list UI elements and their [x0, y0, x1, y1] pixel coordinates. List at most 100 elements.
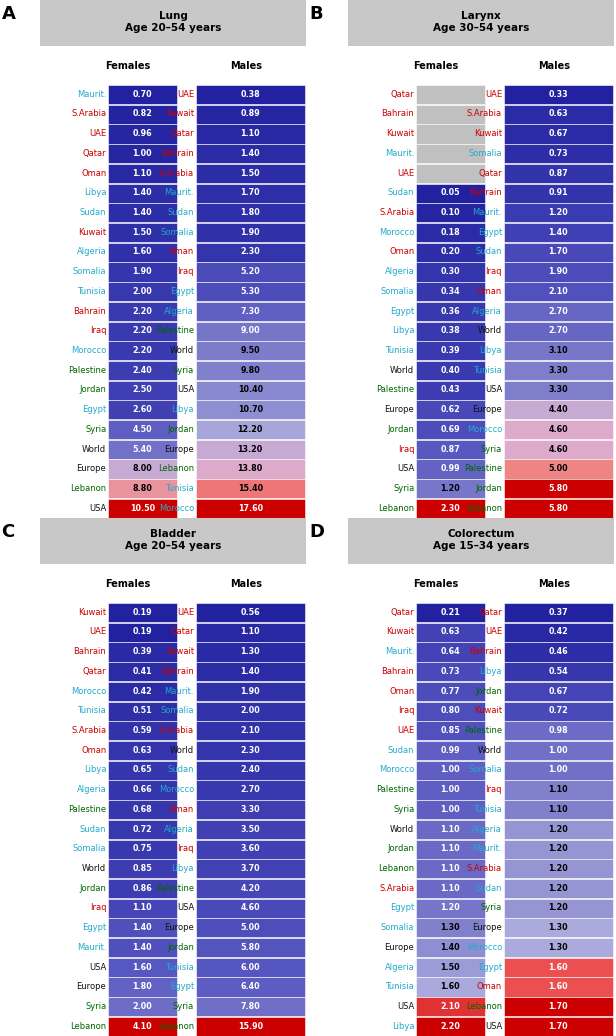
Text: Morocco: Morocco — [71, 687, 106, 695]
Bar — [504, 164, 613, 183]
Text: USA: USA — [89, 962, 106, 972]
Text: B: B — [310, 5, 323, 23]
Bar — [416, 262, 485, 282]
Text: C: C — [1, 523, 15, 541]
Bar — [108, 105, 177, 124]
Text: Algeria: Algeria — [472, 307, 502, 316]
Bar — [108, 85, 177, 105]
Bar — [108, 918, 177, 938]
Bar — [196, 400, 305, 420]
Bar — [108, 682, 177, 701]
Text: Iraq: Iraq — [90, 326, 106, 336]
Text: 0.85: 0.85 — [132, 864, 152, 873]
Bar — [108, 819, 177, 839]
Text: Libya: Libya — [171, 405, 194, 414]
Bar — [108, 839, 177, 859]
Text: 1.90: 1.90 — [132, 267, 152, 277]
Text: Tunisia: Tunisia — [473, 366, 502, 375]
Bar — [416, 282, 485, 301]
Text: 1.50: 1.50 — [132, 228, 152, 237]
Bar — [504, 400, 613, 420]
Text: 1.60: 1.60 — [548, 982, 568, 991]
Bar — [504, 938, 613, 957]
Text: Morocco: Morocco — [467, 943, 502, 952]
Text: S.Arabia: S.Arabia — [159, 726, 194, 735]
Text: Libya: Libya — [479, 346, 502, 355]
Text: USA: USA — [485, 1021, 502, 1031]
Text: Europe: Europe — [384, 405, 414, 414]
Text: 1.20: 1.20 — [440, 903, 460, 913]
Text: 0.54: 0.54 — [548, 667, 568, 675]
Bar — [348, 0, 615, 46]
Bar — [196, 819, 305, 839]
Text: 6.00: 6.00 — [240, 962, 260, 972]
Text: 1.60: 1.60 — [440, 982, 460, 991]
Bar — [108, 164, 177, 183]
Bar — [196, 144, 305, 164]
Bar — [416, 957, 485, 977]
Text: 0.63: 0.63 — [132, 746, 152, 755]
Text: Somalia: Somalia — [381, 923, 414, 932]
Text: 1.40: 1.40 — [548, 228, 568, 237]
Text: 1.10: 1.10 — [132, 169, 152, 177]
Bar — [196, 978, 305, 997]
Text: Egypt: Egypt — [478, 962, 502, 972]
Bar — [416, 998, 485, 1016]
Text: 0.75: 0.75 — [132, 844, 152, 854]
Text: 1.20: 1.20 — [548, 208, 568, 217]
Text: 1.40: 1.40 — [240, 149, 260, 157]
Text: USA: USA — [89, 503, 106, 513]
Text: 0.42: 0.42 — [548, 628, 568, 636]
Text: 5.30: 5.30 — [240, 287, 260, 296]
Bar — [196, 242, 305, 262]
Text: Kuwait: Kuwait — [386, 628, 414, 636]
Text: Maurit.: Maurit. — [164, 189, 194, 197]
Text: 4.60: 4.60 — [548, 444, 568, 454]
Bar — [416, 760, 485, 780]
Text: 15.90: 15.90 — [238, 1021, 263, 1031]
Bar — [504, 223, 613, 242]
Bar — [108, 662, 177, 682]
Text: Qatar: Qatar — [479, 169, 502, 177]
Bar — [416, 341, 485, 361]
Text: Males: Males — [538, 61, 570, 71]
Text: 3.30: 3.30 — [240, 805, 260, 814]
Text: 9.50: 9.50 — [240, 346, 260, 355]
Text: UAE: UAE — [485, 628, 502, 636]
Text: 0.39: 0.39 — [440, 346, 460, 355]
Bar — [108, 321, 177, 341]
Bar — [108, 800, 177, 819]
Text: 2.40: 2.40 — [240, 766, 260, 775]
Text: Lebanon: Lebanon — [378, 503, 414, 513]
Bar — [108, 420, 177, 439]
Text: Somalia: Somalia — [161, 228, 194, 237]
Text: 0.59: 0.59 — [132, 726, 152, 735]
Bar — [416, 682, 485, 701]
Bar — [416, 480, 485, 498]
Text: 1.60: 1.60 — [548, 962, 568, 972]
Text: 1.00: 1.00 — [440, 785, 460, 795]
Text: 1.10: 1.10 — [240, 130, 260, 138]
Text: Palestine: Palestine — [464, 464, 502, 473]
Text: Egypt: Egypt — [170, 982, 194, 991]
Text: World: World — [82, 864, 106, 873]
Bar — [504, 898, 613, 918]
Bar — [40, 0, 307, 46]
Text: 1.40: 1.40 — [132, 208, 152, 217]
Bar — [108, 439, 177, 459]
Bar — [416, 85, 485, 105]
Text: 1.50: 1.50 — [240, 169, 260, 177]
Bar — [196, 85, 305, 105]
Text: 2.10: 2.10 — [240, 726, 260, 735]
Text: 1.80: 1.80 — [240, 208, 260, 217]
Text: 0.77: 0.77 — [440, 687, 460, 695]
Text: USA: USA — [397, 464, 414, 473]
Text: Lebanon: Lebanon — [70, 484, 106, 493]
Text: 1.00: 1.00 — [548, 766, 568, 775]
Bar — [196, 701, 305, 721]
Text: Somalia: Somalia — [381, 287, 414, 296]
Text: Palestine: Palestine — [68, 366, 106, 375]
Text: 0.40: 0.40 — [440, 366, 460, 375]
Text: Morocco: Morocco — [379, 766, 414, 775]
Bar — [504, 879, 613, 898]
